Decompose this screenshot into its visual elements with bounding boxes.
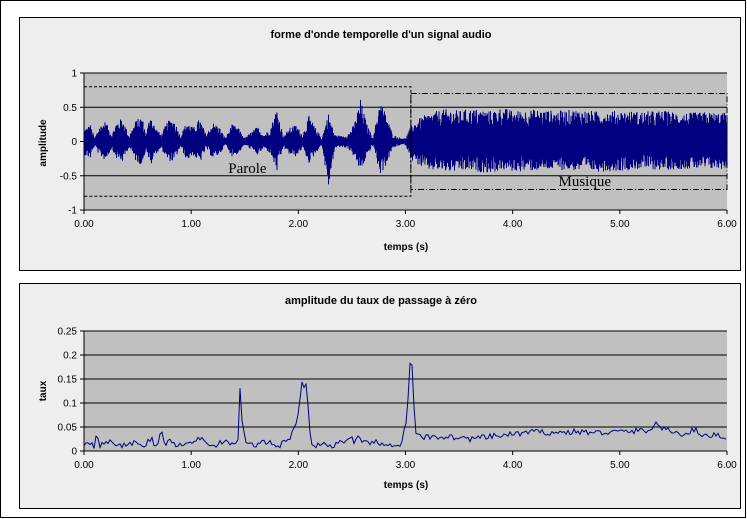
waveform-y-tick-label: -1	[68, 206, 77, 217]
annotation-parole: Parole	[228, 161, 267, 177]
annotation-box-parole	[83, 86, 412, 197]
zero-crossing-x-tick-label: 5.00	[610, 460, 630, 471]
zero-crossing-plot-area	[84, 331, 727, 451]
zero-crossing-y-tick-label: 0.25	[58, 327, 78, 338]
zero-crossing-series-line	[83, 362, 727, 450]
zero-crossing-chart-panel: amplitude du taux de passage à zéro taux…	[19, 283, 741, 509]
waveform-x-tick-label: 1.00	[181, 219, 201, 230]
zero-crossing-chart-title: amplitude du taux de passage à zéro	[285, 295, 477, 307]
zero-crossing-chart: amplitude du taux de passage à zéro taux…	[38, 295, 737, 491]
zero-crossing-y-tick-label: 0.15	[58, 375, 78, 386]
waveform-x-tick-label: 2.00	[289, 219, 309, 230]
waveform-x-axis-label: temps (s)	[384, 242, 428, 253]
zero-crossing-x-tick-label: 1.00	[181, 460, 201, 471]
waveform-series-line	[83, 99, 728, 185]
waveform-y-tick-label: -0.5	[60, 171, 78, 182]
annotation-box-musique	[410, 93, 728, 190]
zero-crossing-y-tick-label: 0.05	[58, 423, 78, 434]
waveform-y-tick-label: 0	[71, 137, 77, 148]
zero-crossing-y-axis-label: taux	[38, 380, 49, 401]
zero-crossing-x-tick-label: 0.00	[74, 460, 94, 471]
zero-crossing-x-tick-label: 6.00	[717, 460, 737, 471]
zero-crossing-x-tick-label: 3.00	[396, 460, 416, 471]
waveform-y-tick-label: 1	[71, 69, 77, 80]
waveform-x-tick-label: 0.00	[74, 219, 94, 230]
zero-crossing-y-tick-label: 0.1	[63, 399, 77, 410]
zero-crossing-x-axis-label: temps (s)	[384, 480, 428, 491]
waveform-x-tick-label: 3.00	[396, 219, 416, 230]
waveform-chart-panel: forme d'onde temporelle d'un signal audi…	[19, 17, 741, 271]
waveform-y-axis-label: amplitude	[38, 119, 49, 167]
zero-crossing-x-tick-label: 4.00	[503, 460, 523, 471]
annotation-musique: Musique	[558, 174, 611, 190]
waveform-x-tick-label: 6.00	[717, 219, 737, 230]
waveform-chart-title: forme d'onde temporelle d'un signal audi…	[271, 29, 492, 41]
zero-crossing-x-tick-label: 2.00	[289, 460, 309, 471]
waveform-x-tick-label: 5.00	[610, 219, 630, 230]
waveform-chart: forme d'onde temporelle d'un signal audi…	[38, 29, 737, 253]
zero-crossing-y-tick-label: 0	[71, 447, 77, 458]
waveform-y-tick-label: 0.5	[63, 103, 77, 114]
zero-crossing-y-tick-label: 0.2	[63, 351, 77, 362]
waveform-x-tick-label: 4.00	[503, 219, 523, 230]
